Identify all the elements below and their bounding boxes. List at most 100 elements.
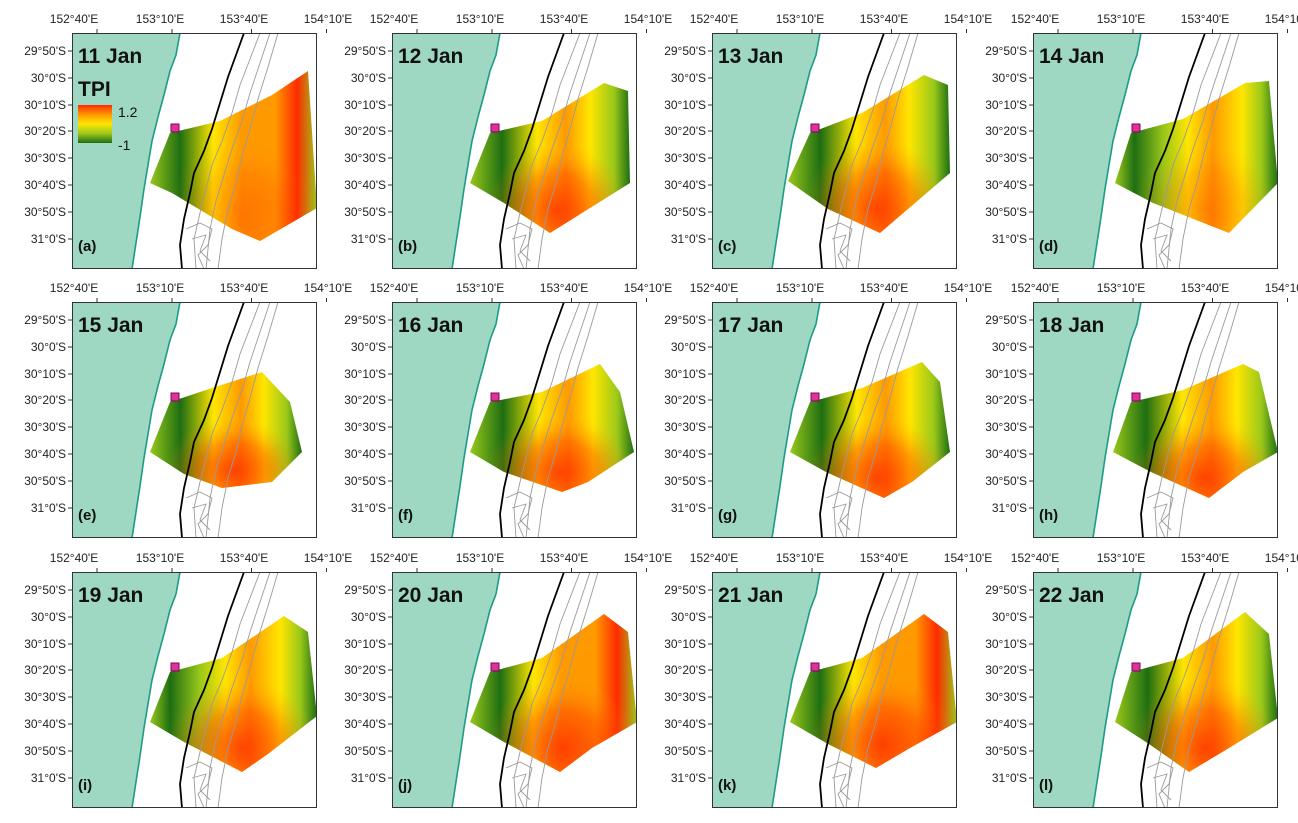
lat-tick-label: 30°40'S <box>24 447 66 461</box>
isobath-contour <box>1166 33 1232 269</box>
lon-tick-label: 153°40'E <box>540 281 588 295</box>
lon-tick-label: 154°10'E <box>304 281 352 295</box>
map-panel-10: 152°40'E 153°10'E 153°40'E 154°10'E 29°50'S 3… <box>344 551 672 808</box>
lat-tick-label: 30°20'S <box>344 393 386 407</box>
legend-min-label: -1 <box>118 137 131 153</box>
lon-tick-label: 153°40'E <box>540 12 588 26</box>
isobath-contour <box>525 33 591 269</box>
lon-tick-label: 153°10'E <box>136 281 184 295</box>
site-marker <box>810 662 820 672</box>
map-panel-5: 152°40'E 153°10'E 153°40'E 154°10'E 29°50'S 3… <box>24 281 352 538</box>
panel-date: 19 Jan <box>78 584 143 607</box>
lat-tick-label: 30°40'S <box>24 178 66 192</box>
lon-tick-label: 154°10'E <box>944 281 992 295</box>
panel-date: 20 Jan <box>398 584 463 607</box>
lat-tick-label: 30°0'S <box>671 71 706 85</box>
lon-tick-label: 153°40'E <box>1181 551 1229 565</box>
lat-tick-label: 31°0'S <box>31 501 66 515</box>
panel-letter: (j) <box>398 777 412 794</box>
lon-tick-label: 152°40'E <box>690 12 738 26</box>
lat-tick-label: 30°10'S <box>24 367 66 381</box>
tpi-hotspot <box>790 614 957 768</box>
map-panel-2: 152°40'E 153°10'E 153°40'E 154°10'E 29°50'S 3… <box>344 12 672 269</box>
lat-tick-label: 30°0'S <box>671 340 706 354</box>
lat-tick-label: 30°0'S <box>671 610 706 624</box>
lat-tick-label: 30°20'S <box>664 393 706 407</box>
lat-tick-label: 31°0'S <box>671 501 706 515</box>
coastline <box>451 572 501 808</box>
shelf-break-contour <box>1140 572 1206 808</box>
lat-tick-label: 30°10'S <box>344 637 386 651</box>
panel-date: 17 Jan <box>718 314 783 337</box>
lat-tick-label: 30°10'S <box>985 98 1027 112</box>
lat-tick-label: 30°40'S <box>344 447 386 461</box>
isobath-contour <box>1178 302 1240 538</box>
lon-tick-label: 152°40'E <box>1011 551 1059 565</box>
coastline <box>131 33 181 269</box>
lon-tick-label: 153°10'E <box>136 12 184 26</box>
lat-tick-label: 30°30'S <box>664 151 706 165</box>
lon-tick-label: 153°40'E <box>220 281 268 295</box>
isobath-contour <box>505 222 533 269</box>
map-frame <box>392 33 637 269</box>
land-mass <box>72 33 180 269</box>
isobath-contour <box>833 572 901 808</box>
map-panel-8: 152°40'E 153°10'E 153°40'E 154°10'E 29°50'S 3… <box>985 281 1298 538</box>
map-panel-1: 152°40'E 153°10'E 153°40'E 154°10'E 29°50'S 3… <box>24 12 352 269</box>
lat-tick-label: 31°0'S <box>351 232 386 246</box>
lat-tick-label: 30°50'S <box>24 744 66 758</box>
lat-tick-label: 30°10'S <box>664 637 706 651</box>
lon-tick-label: 153°40'E <box>1181 12 1229 26</box>
lon-tick-label: 153°40'E <box>220 551 268 565</box>
shelf-break-contour <box>1140 33 1206 269</box>
lon-tick-label: 153°40'E <box>220 12 268 26</box>
panel-letter: (d) <box>1039 238 1058 255</box>
tpi-hotspot <box>1113 364 1278 498</box>
isobath-contour <box>857 33 919 269</box>
lon-tick-label: 153°40'E <box>860 551 908 565</box>
isobath-contour <box>833 33 901 269</box>
land-mass <box>1033 572 1141 808</box>
lat-tick-label: 29°50'S <box>24 44 66 58</box>
isobath-contour <box>825 761 853 808</box>
site-marker <box>170 662 180 672</box>
land-mass <box>712 33 820 269</box>
panel-letter: (k) <box>718 777 736 794</box>
shelf-break-contour <box>499 33 565 269</box>
site-marker <box>1131 123 1141 133</box>
site-marker <box>490 662 500 672</box>
lat-tick-label: 30°20'S <box>24 124 66 138</box>
map-panel-12: 152°40'E 153°10'E 153°40'E 154°10'E 29°50'S 3… <box>985 551 1298 808</box>
site-marker <box>1131 392 1141 402</box>
shelf-break-contour <box>499 302 565 538</box>
shelf-break-contour <box>819 33 885 269</box>
isobath-contour <box>857 302 919 538</box>
lat-tick-label: 30°0'S <box>31 340 66 354</box>
lat-tick-label: 30°30'S <box>24 420 66 434</box>
lat-tick-label: 30°10'S <box>344 367 386 381</box>
isobath-contour <box>825 222 853 269</box>
legend-title: TPI <box>78 78 111 101</box>
map-frame <box>712 33 957 269</box>
lon-tick-label: 154°10'E <box>304 551 352 565</box>
lat-tick-label: 29°50'S <box>344 44 386 58</box>
lat-tick-label: 31°0'S <box>671 232 706 246</box>
panel-letter: (l) <box>1039 777 1053 794</box>
lat-tick-label: 30°0'S <box>992 71 1027 85</box>
isobath-contour <box>1166 572 1232 808</box>
lat-tick-label: 30°40'S <box>985 717 1027 731</box>
panel-date: 13 Jan <box>718 45 783 68</box>
lat-tick-label: 30°50'S <box>24 474 66 488</box>
lat-tick-label: 30°50'S <box>24 205 66 219</box>
lon-tick-label: 152°40'E <box>50 281 98 295</box>
map-frame <box>712 572 957 808</box>
lat-tick-label: 30°40'S <box>344 717 386 731</box>
lon-tick-label: 154°10'E <box>624 551 672 565</box>
legend-colorbar <box>78 105 112 143</box>
lon-tick-label: 153°10'E <box>136 551 184 565</box>
lat-tick-label: 30°50'S <box>985 205 1027 219</box>
land-mass <box>72 572 180 808</box>
map-panel-3: 152°40'E 153°10'E 153°40'E 154°10'E 29°50'S 3… <box>664 12 992 269</box>
lat-tick-label: 30°40'S <box>985 447 1027 461</box>
lat-tick-label: 29°50'S <box>985 313 1027 327</box>
